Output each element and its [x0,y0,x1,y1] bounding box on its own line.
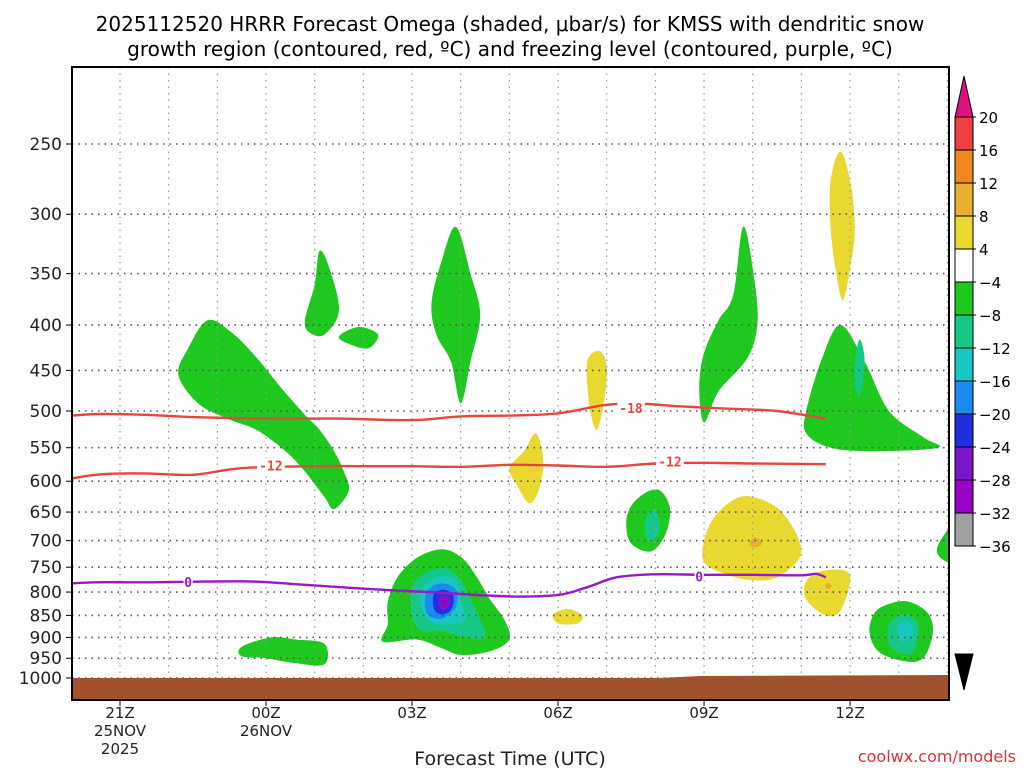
omega-region-24 [509,433,544,504]
contour-label-0-1: -12 [658,455,681,470]
colorbar: 20 16 12 8 4 −4 −8 −12 −16 −20 −24 −28 −32 −36 [954,75,1011,691]
colorbar-label-7: −12 [979,340,1011,358]
colorbar-label-5: −4 [979,274,1001,292]
colorbar-swatch-7 [954,314,974,349]
omega-region-23 [586,350,607,430]
terrain-fill [72,675,949,700]
omega-region-8 [238,637,329,666]
credit-link[interactable]: coolwx.com/models [858,747,1016,766]
y-tick-label-550: 550 [30,439,62,459]
y-tick-label-350: 350 [30,265,62,285]
y-tick-label-500: 500 [30,402,62,422]
x-tick-label-1: 00Z [251,704,280,722]
y-tick-label-600: 600 [30,472,62,492]
colorbar-swatch-5 [954,380,974,415]
contour-lines-layer: -12 -12 -18 0 0 [72,399,827,598]
contour-label-1-0: -18 [619,402,643,417]
colorbar-label-0: 20 [979,109,998,127]
colorbar-swatch-9 [954,248,974,283]
terrain-layer [72,675,949,700]
y-tick-label-250: 250 [30,135,62,155]
chart-title-line-2: growth region (contoured, red, ºC) and f… [127,37,893,61]
contour-label-bg-2-1 [694,568,704,585]
contour-line-2 [72,572,827,598]
colorbar-swatch-3 [954,446,974,481]
plot-frame [71,66,950,701]
x-axis-title: Forecast Time (UTC) [414,748,605,768]
colorbar-swatch-1 [954,512,974,547]
contour-label-bg-1-0 [617,399,645,416]
y-tick-label-450: 450 [30,361,62,381]
colorbar-label-2: 12 [979,175,998,193]
colorbar-swatch-12 [954,149,974,184]
colorbar-arrow-top [954,75,974,118]
omega-region-7 [936,528,949,564]
colorbar-swatch-4 [954,413,974,448]
y-tick-label-650: 650 [30,503,62,523]
omega-region-4 [699,226,758,423]
colorbar-swatch-11 [954,182,974,217]
colorbar-label-6: −8 [979,307,1001,325]
y-tick-label-950: 950 [30,649,62,669]
omega-region-12 [644,508,661,542]
contour-label-2-1: 0 [695,570,703,585]
omega-region-27 [552,608,583,625]
omega-region-20 [441,597,448,607]
colorbar-swatch-13 [954,116,974,151]
y-axis-ticks: 2503003504004505005506006507007508008509… [19,135,72,689]
contour-line-1 [72,402,826,422]
x-tick-label-3: 06Z [543,704,572,722]
x-tick-date-1: 26NOV [240,722,293,740]
omega-region-5 [803,325,941,452]
colorbar-label-10: −24 [979,439,1011,457]
colorbar-label-1: 16 [979,142,998,160]
x-tick-date-0: 25NOV [94,722,147,740]
colorbar-swatch-10 [954,215,974,250]
omega-region-29 [825,582,832,590]
y-tick-label-400: 400 [30,316,62,336]
colorbar-swatch-2 [954,479,974,514]
omega-region-28 [749,537,763,548]
omega-region-0 [178,319,350,510]
omega-region-3 [431,226,481,404]
colorbar-label-8: −16 [979,373,1011,391]
chart-title-line-1: 2025112520 HRRR Forecast Omega (shaded, … [96,12,925,36]
y-tick-label-300: 300 [30,205,62,225]
omega-shading-layer [178,151,949,666]
colorbar-label-12: −32 [979,505,1011,523]
colorbar-label-4: 4 [979,241,989,259]
omega-region-26 [804,569,851,617]
colorbar-label-13: −36 [979,538,1011,556]
contour-label-bg-0-0 [257,457,285,474]
x-tick-label-4: 09Z [689,704,718,722]
x-tick-label-5: 12Z [835,704,864,722]
y-tick-label-800: 800 [30,583,62,603]
omega-region-1 [304,250,340,337]
omega-region-25 [702,496,802,581]
x-tick-label-0: 21Z [105,704,134,722]
y-tick-label-750: 750 [30,558,62,578]
colorbar-label-9: −20 [979,406,1011,424]
omega-region-14 [854,339,865,397]
contour-label-bg-0-1 [656,453,684,470]
omega-region-16 [897,620,914,642]
contour-label-2-0: 0 [184,576,192,591]
omega-region-2 [338,326,379,349]
x-tick-label-2: 03Z [397,704,426,722]
contour-label-0-0: -12 [259,460,282,475]
colorbar-label-11: −28 [979,472,1011,490]
contour-label-bg-2-0 [183,573,193,590]
colorbar-swatch-8 [954,281,974,316]
x-tick-year-0: 2025 [101,740,139,758]
omega-region-21 [829,151,855,301]
colorbar-arrow-bottom [954,653,974,691]
y-tick-label-700: 700 [30,532,62,552]
y-tick-label-1000: 1000 [19,669,62,689]
colorbar-label-3: 8 [979,208,989,226]
y-tick-label-900: 900 [30,628,62,648]
colorbar-swatch-6 [954,347,974,382]
y-tick-label-850: 850 [30,606,62,626]
